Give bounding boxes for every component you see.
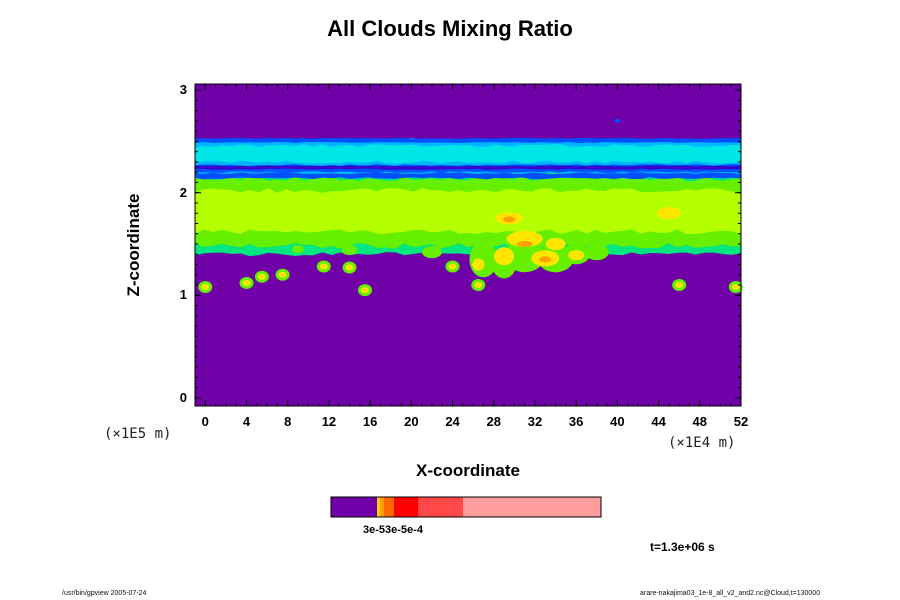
cloud-bump-7 <box>341 245 358 256</box>
x-tick-label-12: 48 <box>692 414 708 429</box>
colorbar-segment-2 <box>380 497 384 517</box>
colorbar-frame <box>330 496 602 518</box>
colorbar-segment-5 <box>418 497 463 517</box>
cloud-bump-6 <box>421 246 442 259</box>
footer-left: /usr/bin/gpview 2005-07-24 <box>62 590 147 597</box>
x-tick-label-1: 4 <box>242 414 251 429</box>
iso-cloud-core-7 <box>448 263 457 270</box>
x-axis-unit: (×1E4 m) <box>668 435 736 451</box>
iso-cloud-core-3 <box>278 271 287 278</box>
band-indigo-line <box>195 165 741 170</box>
iso-cloud-core-5 <box>345 264 354 271</box>
x-axis-label: X-coordinate <box>416 461 520 480</box>
iso-cloud-core-2 <box>257 273 266 280</box>
hotspot-2 <box>568 250 585 261</box>
hotspot-3 <box>472 258 485 271</box>
iso-cloud-core-0 <box>201 284 210 291</box>
iso-cloud-core-4 <box>319 263 328 270</box>
x-tick-label-7: 28 <box>486 414 501 429</box>
x-tick-label-5: 20 <box>404 414 419 429</box>
footer-right: arare-nakajima03_1e-8_all_v2_and2.nc@Clo… <box>640 590 821 597</box>
x-tick-label-10: 40 <box>610 414 625 429</box>
cloud-bump-2 <box>504 240 545 273</box>
cloud-bump-5 <box>584 244 609 261</box>
x-tick-label-8: 32 <box>527 414 543 429</box>
colorbar-segment-3 <box>384 497 394 517</box>
x-tick-label-9: 36 <box>568 414 584 429</box>
iso-cloud-core-10 <box>731 284 740 291</box>
colorbar-segment-1 <box>377 497 380 517</box>
y-axis-unit: (×1E5 m) <box>104 426 172 442</box>
hotspot-core-0 <box>503 216 516 223</box>
iso-cloud-top <box>614 118 621 123</box>
x-tick-label-6: 24 <box>445 414 460 429</box>
hotspot-6 <box>506 230 543 247</box>
chart-title: All Clouds Mixing Ratio <box>327 16 573 41</box>
band-yellow-green <box>195 188 741 235</box>
y-tick-label-1: 1 <box>179 287 187 303</box>
hotspot-core-3 <box>516 240 533 247</box>
hotspot-7 <box>545 237 566 250</box>
iso-cloud-core-6 <box>360 287 369 294</box>
x-tick-label-0: 0 <box>201 414 209 429</box>
x-tick-label-13: 52 <box>733 414 749 429</box>
hotspot-5 <box>656 207 681 220</box>
plot-frame <box>194 83 742 407</box>
y-tick-label-2: 2 <box>179 184 187 200</box>
cloud-bump-8 <box>292 245 305 254</box>
band-blue-top <box>195 137 741 143</box>
iso-cloud-core-8 <box>474 281 483 288</box>
band-cyan-core <box>195 144 741 164</box>
x-tick-label-2: 8 <box>284 414 292 429</box>
y-tick-label-3: 3 <box>179 82 187 98</box>
hotspot-0 <box>494 247 515 266</box>
colorbar-segment-0 <box>331 497 377 517</box>
time-label: t=1.3e+06 s <box>650 540 715 554</box>
iso-cloud-core-9 <box>675 281 684 288</box>
y-tick-label-0: 0 <box>179 389 187 405</box>
x-tick-label-4: 16 <box>362 414 378 429</box>
band-blue-line-2 <box>195 172 741 180</box>
x-tick-label-3: 12 <box>321 414 337 429</box>
colorbar-segment-4 <box>394 497 418 517</box>
hotspot-core-1 <box>539 256 552 263</box>
x-tick-label-11: 44 <box>651 414 666 429</box>
colorbar-segment-6 <box>463 497 601 517</box>
colorbar-label: 3e-53e-5e-4 <box>363 524 423 536</box>
iso-cloud-core-1 <box>242 279 251 286</box>
